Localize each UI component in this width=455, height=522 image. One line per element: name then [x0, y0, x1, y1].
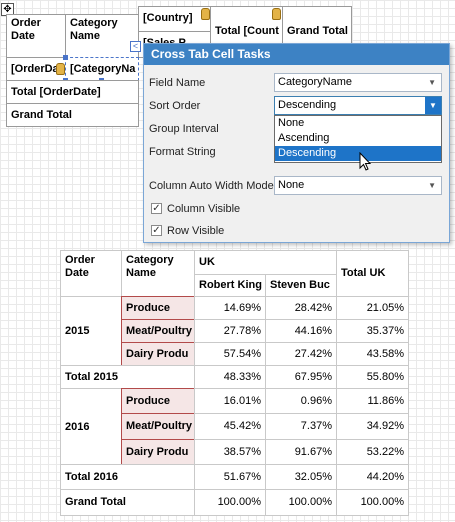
preview-category-cell: Dairy Produ [121, 439, 195, 465]
preview-uk-header: UK [194, 250, 337, 275]
column-visible-label: Column Visible [167, 203, 241, 215]
country-field-cell[interactable]: [Country] [138, 6, 211, 32]
cross-tab-cell-tasks-panel: Cross Tab Cell Tasks Field Name Category… [143, 43, 450, 243]
preview-category-cell: Meat/Poultry [121, 319, 195, 343]
crosstab-designer: ✥ Order Date Category Name [Country] Tot… [1, 3, 352, 127]
sort-option-descending[interactable]: Descending [275, 146, 441, 161]
preview-value-cell: 14.69% [194, 296, 266, 320]
crosstab-preview-table: Order Date Category Name UK Robert King … [60, 250, 409, 516]
chevron-down-icon[interactable]: ▼ [428, 181, 436, 190]
sort-order-combo[interactable]: Descending ▼ [274, 96, 442, 115]
preview-value-cell: 27.78% [194, 319, 266, 343]
preview-value-cell: 32.05% [265, 464, 337, 490]
preview-year-total-label: Total 2016 [60, 464, 195, 490]
row-visible-label: Row Visible [167, 225, 225, 237]
column-visible-checkbox[interactable]: ✓ [151, 203, 162, 214]
preview-total-cell: 44.20% [336, 464, 409, 490]
preview-value-cell: 100.00% [194, 489, 266, 516]
preview-total-cell: 34.92% [336, 413, 409, 440]
group-interval-label: Group Interval [149, 123, 219, 135]
preview-total-cell: 53.22% [336, 439, 409, 465]
preview-total-cell: 100.00% [336, 489, 409, 516]
preview-grand-total-label: Grand Total [60, 489, 195, 516]
dropdown-arrow-icon[interactable]: ▼ [425, 97, 441, 114]
preview-value-cell: 0.96% [265, 388, 337, 414]
preview-category-cell: Produce [121, 388, 195, 414]
preview-value-cell: 27.42% [265, 342, 337, 366]
column-auto-width-combo[interactable]: None ▼ [274, 176, 442, 195]
preview-value-cell: 100.00% [265, 489, 337, 516]
field-name-label: Field Name [149, 77, 206, 89]
sort-order-dropdown: None Ascending Descending [274, 115, 442, 163]
sort-order-value: Descending [278, 99, 337, 111]
preview-value-cell: 44.16% [265, 319, 337, 343]
chevron-down-icon[interactable]: ▼ [428, 78, 436, 87]
preview-total-cell: 55.80% [336, 365, 409, 389]
preview-value-cell: 16.01% [194, 388, 266, 414]
field-name-combo[interactable]: CategoryName ▼ [274, 73, 442, 92]
preview-total-cell: 21.05% [336, 296, 409, 320]
preview-year-cell: 2015 [60, 296, 122, 366]
category-name-header-cell[interactable]: Category Name [65, 14, 139, 58]
panel-title: Cross Tab Cell Tasks [144, 44, 449, 65]
preview-category-cell: Meat/Poultry [121, 413, 195, 440]
preview-category-header: Category Name [121, 250, 195, 297]
preview-value-cell: 38.57% [194, 439, 266, 465]
order-date-header-cell[interactable]: Order Date [6, 14, 66, 58]
mouse-cursor-icon [359, 152, 372, 171]
preview-total-uk-header: Total UK [336, 250, 409, 297]
field-tag-icon [56, 63, 65, 75]
column-auto-width-label: Column Auto Width Mode [149, 180, 274, 192]
preview-value-cell: 57.54% [194, 342, 266, 366]
preview-year-cell: 2016 [60, 388, 122, 465]
preview-value-cell: 7.37% [265, 413, 337, 440]
preview-value-cell: 51.67% [194, 464, 266, 490]
preview-value-cell: 45.42% [194, 413, 266, 440]
field-name-value: CategoryName [278, 76, 352, 88]
preview-category-cell: Produce [121, 296, 195, 320]
preview-value-cell: 67.95% [265, 365, 337, 389]
preview-total-cell: 35.37% [336, 319, 409, 343]
sort-order-label: Sort Order [149, 100, 201, 112]
preview-total-cell: 11.86% [336, 388, 409, 414]
preview-value-cell: 28.42% [265, 296, 337, 320]
preview-value-cell: 48.33% [194, 365, 266, 389]
preview-steven-header: Steven Buc [265, 274, 337, 297]
preview-year-total-label: Total 2015 [60, 365, 195, 389]
preview-total-cell: 43.58% [336, 342, 409, 366]
sort-option-ascending[interactable]: Ascending [278, 132, 330, 144]
row-visible-checkbox[interactable]: ✓ [151, 225, 162, 236]
sort-option-none[interactable]: None [278, 117, 305, 129]
field-tag-icon [272, 8, 281, 20]
preview-value-cell: 91.67% [265, 439, 337, 465]
preview-category-cell: Dairy Produ [121, 342, 195, 366]
smart-tag-collapse-icon[interactable]: < [130, 41, 141, 52]
total-order-date-row-cell[interactable]: Total [OrderDate] [6, 80, 139, 104]
selection-handle[interactable] [63, 55, 68, 60]
field-tag-icon [201, 8, 210, 20]
category-name-row-field-cell[interactable]: [CategoryNa [65, 57, 139, 81]
format-string-label: Format String [149, 146, 216, 158]
column-auto-width-value: None [278, 179, 305, 191]
preview-order-date-header: Order Date [60, 250, 122, 297]
preview-robert-king-header: Robert King [194, 274, 266, 297]
grand-total-row-cell[interactable]: Grand Total [6, 103, 139, 127]
